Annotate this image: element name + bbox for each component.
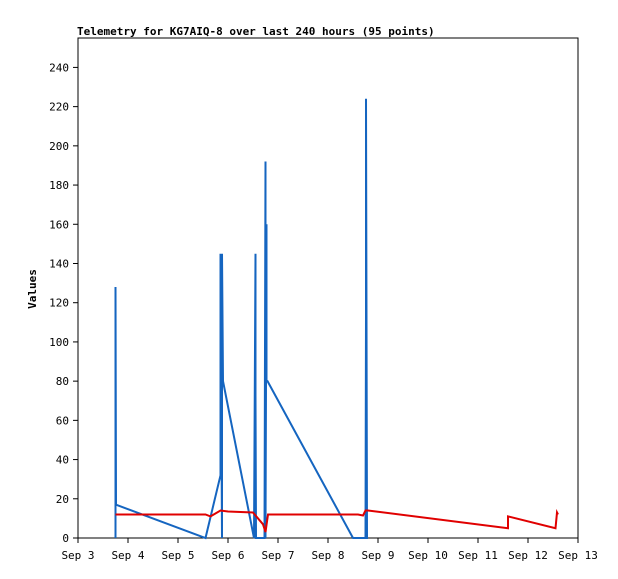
y-tick-label: 80 [56,375,69,388]
x-tick-label: Sep 4 [111,549,144,562]
x-tick-label: Sep 10 [408,549,448,562]
y-tick-label: 200 [49,140,69,153]
x-tick-label: Sep 7 [261,549,294,562]
y-tick-label: 180 [49,179,69,192]
y-tick-label: 40 [56,454,69,467]
series-layer [114,98,559,540]
x-tick-label: Sep 3 [61,549,94,562]
x-tick-label: Sep 12 [508,549,548,562]
y-axis: 0 20 40 60 80 100 120 140 160 180 200 220 240 [49,61,78,545]
x-axis: Sep 3 Sep 4 Sep 5 Sep 6 Sep 7 Sep 8 Sep 9 Sep 1… [61,538,598,562]
y-tick-label: 240 [49,61,69,74]
x-tick-label: Sep 13 [558,549,598,562]
y-tick-label: 220 [49,101,69,114]
x-tick-label: Sep 5 [161,549,194,562]
series-line-2 [115,508,559,533]
x-tick-label: Sep 11 [458,549,498,562]
plot-frame [77,37,579,539]
series-line-1 [114,98,368,540]
y-tick-label: 160 [49,218,69,231]
x-tick-label: Sep 8 [311,549,344,562]
y-tick-label: 0 [62,532,69,545]
y-tick-label: 140 [49,257,69,270]
x-tick-label: Sep 6 [211,549,244,562]
y-tick-label: 60 [56,414,69,427]
y-tick-label: 120 [49,297,69,310]
chart-title: Telemetry for KG7AIQ-8 over last 240 hou… [77,25,435,38]
x-tick-label: Sep 9 [361,549,394,562]
y-tick-label: 100 [49,336,69,349]
y-tick-label: 20 [56,493,69,506]
y-axis-label: Values [26,269,39,309]
